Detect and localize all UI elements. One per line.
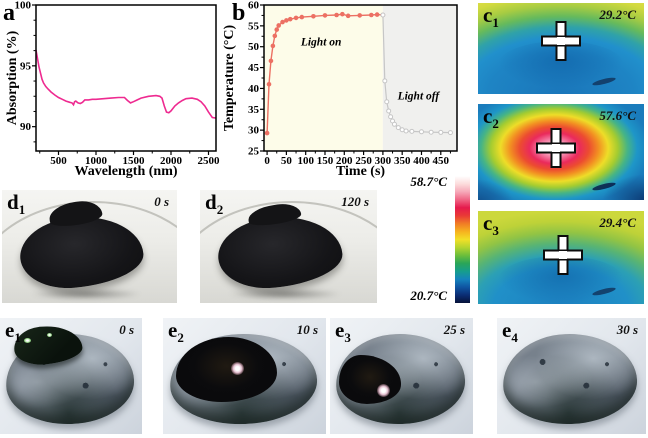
crosshair-icon [541,21,581,62]
colorbar-max-label: 58.7°C [410,174,447,189]
svg-text:Temperature (°C): Temperature (°C) [222,25,237,132]
svg-text:Time (s): Time (s) [336,164,385,179]
crosshair-icon [542,234,583,275]
temperature-chart: 0 50 100 150 200 250 300 350 400 450 25 30 35 40 45 50 5… [222,0,458,179]
thermal-image-c2: c2 57.6°C [478,104,644,200]
stone-sample [501,331,639,428]
sample-photo-e3: e3 25 s [330,318,473,434]
svg-text:60: 60 [248,0,260,12]
panel-c2-label: c2 [483,104,499,132]
sample-photo-d2: d2 120 s [200,190,377,303]
svg-text:1000: 1000 [85,155,108,167]
sample-photo-d1: d1 0 s [2,190,177,303]
laser-spot [377,384,391,398]
thermal-artifact [591,181,617,193]
timestamp-d2: 120 s [341,194,369,209]
petri-dish-rim [200,201,377,303]
svg-text:200: 200 [336,155,353,167]
sample-photo-e4: e4 30 s [497,318,646,434]
svg-text:300: 300 [375,155,392,167]
panel-a-label: a [3,0,15,26]
crosshair-icon [536,128,577,169]
colorbar-gradient [455,176,470,303]
panel-e2-label: e2 [168,318,184,346]
svg-text:90: 90 [20,121,32,133]
sample-shadow [30,288,142,300]
panel-e3-label: e3 [335,318,351,346]
panel-b-label: b [232,0,246,26]
panel-e1-label: e1 [5,318,21,346]
svg-text:55: 55 [248,20,260,32]
temperature-reading-c2: 57.6°C [599,108,636,123]
svg-text:0: 0 [264,155,270,167]
svg-text:2000: 2000 [160,155,183,167]
svg-text:Absorption (%): Absorption (%) [5,30,20,125]
sample-photo-e2: e2 10 s [163,318,326,434]
laser-spot [231,362,245,376]
svg-text:150: 150 [317,155,334,167]
timestamp-d1: 0 s [154,194,169,209]
timestamp-e2: 10 s [296,322,318,337]
svg-text:100: 100 [15,0,32,12]
svg-text:100: 100 [297,155,314,167]
svg-text:50: 50 [248,41,260,53]
thermal-image-c1: c1 29.2°C [478,3,644,94]
svg-text:Light off: Light off [397,91,441,103]
svg-text:250: 250 [355,155,372,167]
panel-d2-label: d2 [205,190,224,218]
temperature-reading-c1: 29.2°C [599,7,636,22]
absorption-chart: 500 1000 1500 2000 2500 90 95 100 Wavelength (nm… [5,0,221,179]
panel-d1-label: d1 [7,190,26,218]
svg-text:25: 25 [248,146,260,158]
svg-text:Light on: Light on [300,36,342,48]
svg-text:35: 35 [248,104,260,116]
timestamp-e4: 30 s [616,322,638,337]
svg-text:1500: 1500 [123,155,146,167]
panel-c1-label: c1 [483,3,499,31]
svg-text:40: 40 [248,83,260,95]
svg-text:450: 450 [433,155,450,167]
svg-text:30: 30 [248,125,260,137]
colorbar-min-label: 20.7°C [410,288,447,303]
panel-c3-label: c3 [483,211,499,239]
sample-photo-e1: e1 0 s [0,318,142,434]
svg-text:400: 400 [413,155,430,167]
svg-text:95: 95 [20,60,32,72]
timestamp-e1: 0 s [119,322,134,337]
light-glint [24,337,32,343]
svg-text:50: 50 [281,155,293,167]
thermal-image-c3: c3 29.4°C [478,211,644,304]
temperature-reading-c3: 29.4°C [599,215,636,230]
panel-e4-label: e4 [502,318,518,346]
sample-shadow [228,288,342,300]
svg-text:500: 500 [50,155,67,167]
svg-text:2500: 2500 [198,155,221,167]
light-glint [46,333,52,338]
svg-text:350: 350 [394,155,411,167]
svg-text:45: 45 [248,62,260,74]
timestamp-e3: 25 s [443,322,465,337]
melt-pool [176,336,278,402]
svg-text:Wavelength (nm): Wavelength (nm) [74,164,177,179]
